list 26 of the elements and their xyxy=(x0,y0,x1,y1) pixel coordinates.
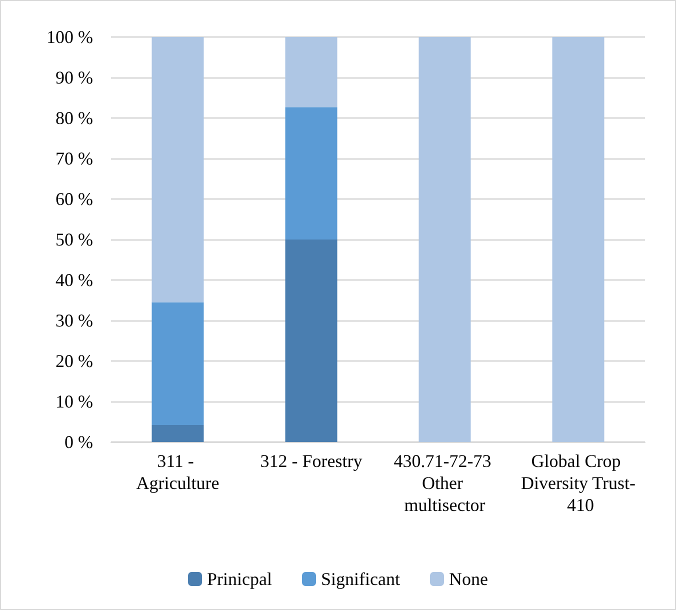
bar xyxy=(418,37,471,442)
bar xyxy=(552,37,604,442)
y-tick-label: 20 % xyxy=(56,351,93,371)
x-tick-label: Global Crop Diversity Trust- 410 xyxy=(520,451,636,515)
y-tick-label: 80 % xyxy=(56,108,93,128)
y-tick-label: 40 % xyxy=(56,270,93,290)
y-tick-label: 70 % xyxy=(56,148,93,168)
legend-label: Significant xyxy=(321,569,400,589)
y-tick-label: 60 % xyxy=(56,189,93,209)
y-tick-label: 10 % xyxy=(56,392,93,412)
x-tick-label: 312 - Forestry xyxy=(260,451,362,471)
x-tick-label: 311 - Agriculture xyxy=(136,451,220,493)
bar xyxy=(152,37,204,302)
legend-label: Prinicpal xyxy=(207,569,272,589)
bar xyxy=(152,302,204,425)
bar xyxy=(285,37,338,108)
bar xyxy=(285,240,338,442)
bar xyxy=(152,424,204,442)
y-tick-label: 0 % xyxy=(64,432,93,452)
y-tick-label: 100 % xyxy=(46,27,93,47)
y-tick-label: 30 % xyxy=(56,310,93,330)
x-tick-label: 430.71-72-73 Other multisector xyxy=(394,451,496,515)
bar xyxy=(285,107,338,240)
legend-label: None xyxy=(448,569,488,589)
y-tick-label: 90 % xyxy=(56,68,93,88)
y-tick-label: 50 % xyxy=(56,230,93,250)
